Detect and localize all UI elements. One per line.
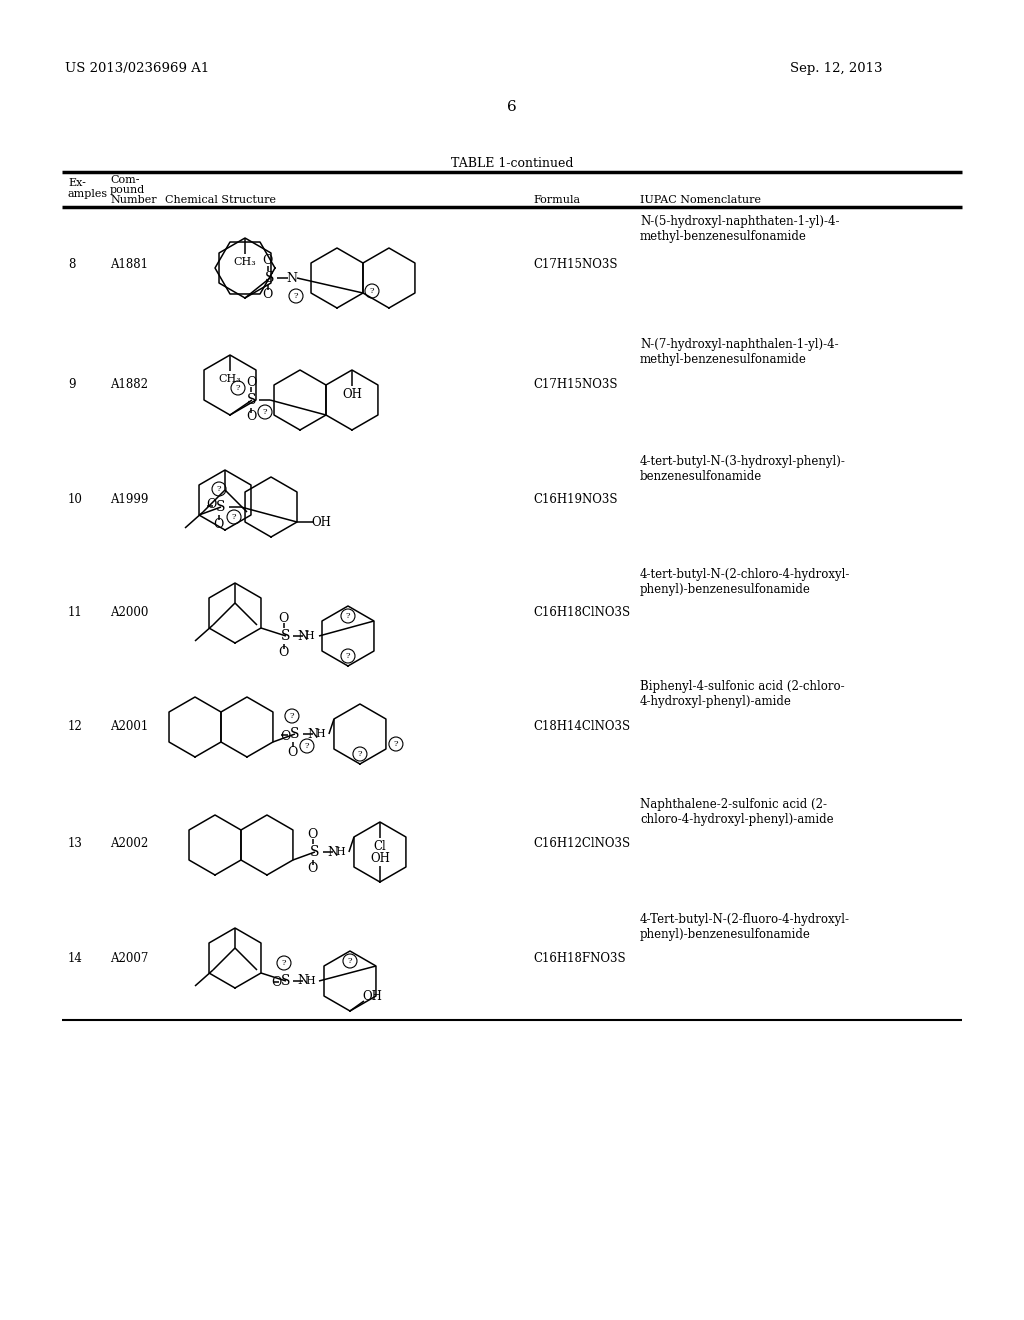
Text: 4-Tert-butyl-N-(2-fluoro-4-hydroxyl-
phenyl)-benzenesulfonamide: 4-Tert-butyl-N-(2-fluoro-4-hydroxyl- phe… bbox=[640, 913, 850, 941]
Text: ?: ? bbox=[231, 513, 237, 521]
Text: ?: ? bbox=[294, 292, 298, 300]
Text: pound: pound bbox=[110, 185, 145, 195]
Text: H: H bbox=[335, 847, 345, 857]
Text: N: N bbox=[307, 727, 318, 741]
Text: S: S bbox=[247, 393, 257, 407]
Text: O: O bbox=[278, 612, 288, 626]
Text: S: S bbox=[290, 727, 300, 741]
Text: 12: 12 bbox=[68, 721, 83, 734]
Text: Sep. 12, 2013: Sep. 12, 2013 bbox=[790, 62, 883, 75]
Text: O: O bbox=[246, 411, 256, 424]
Text: C16H19NO3S: C16H19NO3S bbox=[534, 492, 617, 506]
Text: A2000: A2000 bbox=[110, 606, 148, 619]
Text: A1881: A1881 bbox=[110, 257, 148, 271]
Text: 4-tert-butyl-N-(2-chloro-4-hydroxyl-
phenyl)-benzenesulfonamide: 4-tert-butyl-N-(2-chloro-4-hydroxyl- phe… bbox=[640, 568, 850, 597]
Text: ?: ? bbox=[263, 408, 267, 416]
Text: S: S bbox=[216, 500, 225, 513]
Text: CH₃: CH₃ bbox=[219, 374, 242, 384]
Text: C17H15NO3S: C17H15NO3S bbox=[534, 378, 617, 391]
Text: C17H15NO3S: C17H15NO3S bbox=[534, 257, 617, 271]
Text: O: O bbox=[287, 746, 297, 759]
Text: Chemical Structure: Chemical Structure bbox=[165, 195, 276, 205]
Text: H: H bbox=[315, 729, 325, 739]
Text: C16H18ClNO3S: C16H18ClNO3S bbox=[534, 606, 630, 619]
Text: OH: OH bbox=[311, 516, 331, 528]
Text: C18H14ClNO3S: C18H14ClNO3S bbox=[534, 721, 630, 734]
Text: O: O bbox=[270, 977, 282, 990]
Text: ?: ? bbox=[290, 711, 294, 719]
Text: N: N bbox=[328, 846, 339, 858]
Text: A1999: A1999 bbox=[110, 492, 148, 506]
Text: O: O bbox=[307, 829, 317, 842]
Text: 13: 13 bbox=[68, 837, 83, 850]
Text: A2001: A2001 bbox=[110, 721, 148, 734]
Text: ?: ? bbox=[370, 286, 374, 294]
Text: ?: ? bbox=[236, 384, 241, 392]
Text: N: N bbox=[298, 974, 308, 987]
Text: IUPAC Nomenclature: IUPAC Nomenclature bbox=[640, 195, 761, 205]
Text: A2007: A2007 bbox=[110, 952, 148, 965]
Text: OH: OH bbox=[342, 388, 361, 400]
Text: TABLE 1-continued: TABLE 1-continued bbox=[451, 157, 573, 170]
Text: CH₃: CH₃ bbox=[233, 257, 256, 267]
Text: S: S bbox=[265, 271, 274, 285]
Text: O: O bbox=[307, 862, 317, 875]
Text: Number: Number bbox=[110, 195, 157, 205]
Text: 11: 11 bbox=[68, 606, 83, 619]
Text: N: N bbox=[287, 272, 298, 285]
Text: O: O bbox=[213, 519, 223, 532]
Text: 8: 8 bbox=[68, 257, 76, 271]
Text: OH: OH bbox=[370, 851, 390, 865]
Text: Com-: Com- bbox=[110, 176, 139, 185]
Text: Formula: Formula bbox=[534, 195, 581, 205]
Text: amples: amples bbox=[68, 189, 109, 199]
Text: 6: 6 bbox=[507, 100, 517, 114]
Text: O: O bbox=[206, 499, 216, 511]
Text: Cl: Cl bbox=[374, 840, 386, 853]
Text: US 2013/0236969 A1: US 2013/0236969 A1 bbox=[65, 62, 209, 75]
Text: 4-tert-butyl-N-(3-hydroxyl-phenyl)-
benzenesulfonamide: 4-tert-butyl-N-(3-hydroxyl-phenyl)- benz… bbox=[640, 455, 846, 483]
Text: H: H bbox=[304, 631, 313, 642]
Text: O: O bbox=[246, 376, 256, 389]
Text: A2002: A2002 bbox=[110, 837, 148, 850]
Text: N-(5-hydroxyl-naphthaten-1-yl)-4-
methyl-benzenesulfonamide: N-(5-hydroxyl-naphthaten-1-yl)-4- methyl… bbox=[640, 215, 840, 243]
Text: ?: ? bbox=[346, 652, 350, 660]
Text: ?: ? bbox=[217, 484, 221, 492]
Text: S: S bbox=[282, 630, 291, 643]
Text: OH: OH bbox=[362, 990, 382, 1002]
Text: 14: 14 bbox=[68, 952, 83, 965]
Text: N: N bbox=[298, 630, 308, 643]
Text: 9: 9 bbox=[68, 378, 76, 391]
Text: Biphenyl-4-sulfonic acid (2-chloro-
4-hydroxyl-phenyl)-amide: Biphenyl-4-sulfonic acid (2-chloro- 4-hy… bbox=[640, 680, 845, 708]
Text: Ex-: Ex- bbox=[68, 178, 86, 187]
Text: C16H18FNO3S: C16H18FNO3S bbox=[534, 952, 626, 965]
Text: S: S bbox=[282, 974, 291, 987]
Text: ?: ? bbox=[348, 957, 352, 965]
Text: O: O bbox=[262, 289, 272, 301]
Text: A1882: A1882 bbox=[110, 378, 148, 391]
Text: ?: ? bbox=[305, 742, 309, 750]
Text: 10: 10 bbox=[68, 492, 83, 506]
Text: C16H12ClNO3S: C16H12ClNO3S bbox=[534, 837, 630, 850]
Text: H: H bbox=[305, 975, 314, 986]
Text: O: O bbox=[280, 730, 290, 742]
Text: S: S bbox=[310, 845, 319, 859]
Text: N-(7-hydroxyl-naphthalen-1-yl)-4-
methyl-benzenesulfonamide: N-(7-hydroxyl-naphthalen-1-yl)-4- methyl… bbox=[640, 338, 839, 366]
Text: O: O bbox=[262, 255, 272, 268]
Text: Naphthalene-2-sulfonic acid (2-
chloro-4-hydroxyl-phenyl)-amide: Naphthalene-2-sulfonic acid (2- chloro-4… bbox=[640, 799, 834, 826]
Text: O: O bbox=[278, 647, 288, 660]
Text: ?: ? bbox=[346, 612, 350, 620]
Text: ?: ? bbox=[357, 750, 362, 758]
Text: ?: ? bbox=[282, 960, 287, 968]
Text: ?: ? bbox=[393, 741, 398, 748]
